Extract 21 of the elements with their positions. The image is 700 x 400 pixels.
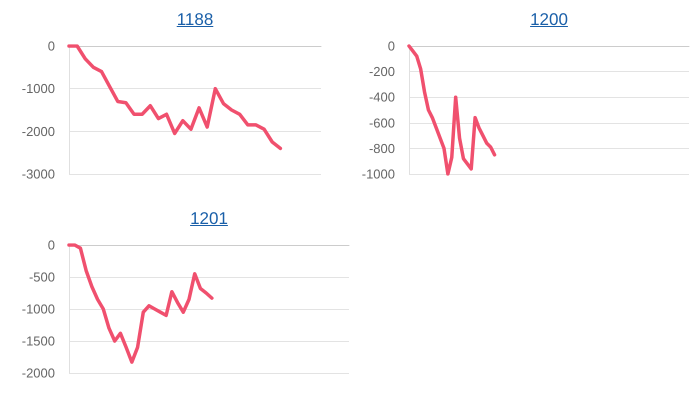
- y-tick-label: -800: [368, 140, 395, 156]
- line-series: [407, 44, 496, 176]
- y-tick-label: -2000: [22, 124, 55, 139]
- y-tick-label: 0: [48, 38, 55, 54]
- y-tick-label: -1000: [22, 81, 55, 96]
- y-tick-label: -1500: [22, 334, 55, 348]
- y-tick-label: -400: [368, 90, 395, 105]
- y-tick-label: -500: [28, 270, 55, 284]
- y-tick-label: -2000: [22, 366, 55, 380]
- y-tick-label: -3000: [22, 166, 55, 182]
- y-tick-label: 0: [48, 238, 55, 252]
- chart-title: 1201: [190, 209, 228, 228]
- y-tick-label: 0: [388, 38, 395, 54]
- y-tick-label: -1000: [362, 166, 395, 182]
- y-tick-label: -200: [368, 64, 395, 80]
- line-series: [67, 44, 282, 150]
- chart-title: 1200: [530, 10, 568, 29]
- y-tick-label: -1000: [22, 302, 55, 316]
- line-series: [67, 243, 214, 364]
- y-tick-label: -600: [368, 115, 395, 130]
- chart-title: 1188: [176, 10, 214, 29]
